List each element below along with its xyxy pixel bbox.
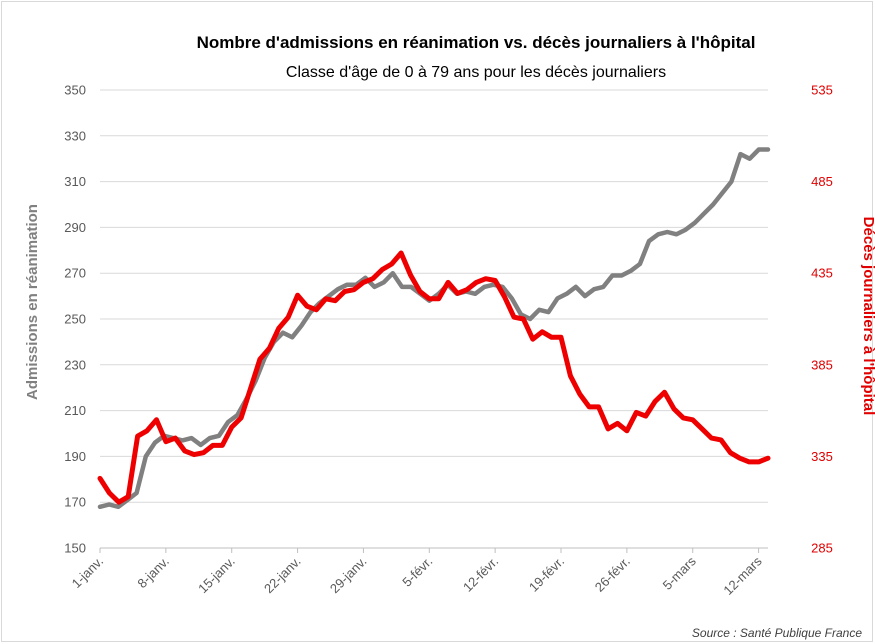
- y-axis-right-ticks: 285 335 385 435 485 535: [811, 83, 833, 556]
- y-axis-right-label: Décès journaliers à l'hôpital: [860, 217, 875, 416]
- y-left-tick-label: 270: [64, 266, 86, 281]
- y-right-tick-label: 435: [811, 266, 833, 281]
- y-left-tick-label: 310: [64, 174, 86, 189]
- y-right-tick-label: 335: [811, 449, 833, 464]
- y-left-tick-label: 170: [64, 495, 86, 510]
- y-left-tick-label: 350: [64, 83, 86, 98]
- y-left-tick-label: 250: [64, 312, 86, 327]
- y-axis-left-label: Admissions en réanimation: [24, 204, 41, 400]
- y-right-tick-label: 485: [811, 174, 833, 189]
- y-left-tick-label: 150: [64, 541, 86, 556]
- series-layer: [97, 147, 771, 510]
- x-axis: [99, 547, 768, 553]
- y-left-tick-label: 210: [64, 403, 86, 418]
- y-left-tick-label: 230: [64, 357, 86, 372]
- y-left-tick-label: 190: [64, 449, 86, 464]
- source-note: Source : Santé Publique France: [692, 626, 862, 640]
- grid-lines: [100, 89, 768, 503]
- y-right-tick-label: 285: [811, 541, 833, 556]
- chart-subtitle: Classe d'âge de 0 à 79 ans pour les décè…: [286, 64, 666, 81]
- series-line-deces: [97, 250, 771, 505]
- chart-title: Nombre d'admissions en réanimation vs. d…: [197, 33, 756, 52]
- y-left-tick-label: 330: [64, 128, 86, 143]
- y-right-tick-label: 535: [811, 83, 833, 98]
- y-right-tick-label: 385: [811, 357, 833, 372]
- y-left-tick-label: 290: [64, 220, 86, 235]
- y-axis-left-ticks: 150 170 190 210 230 250 270 290 310 330 350: [64, 83, 86, 556]
